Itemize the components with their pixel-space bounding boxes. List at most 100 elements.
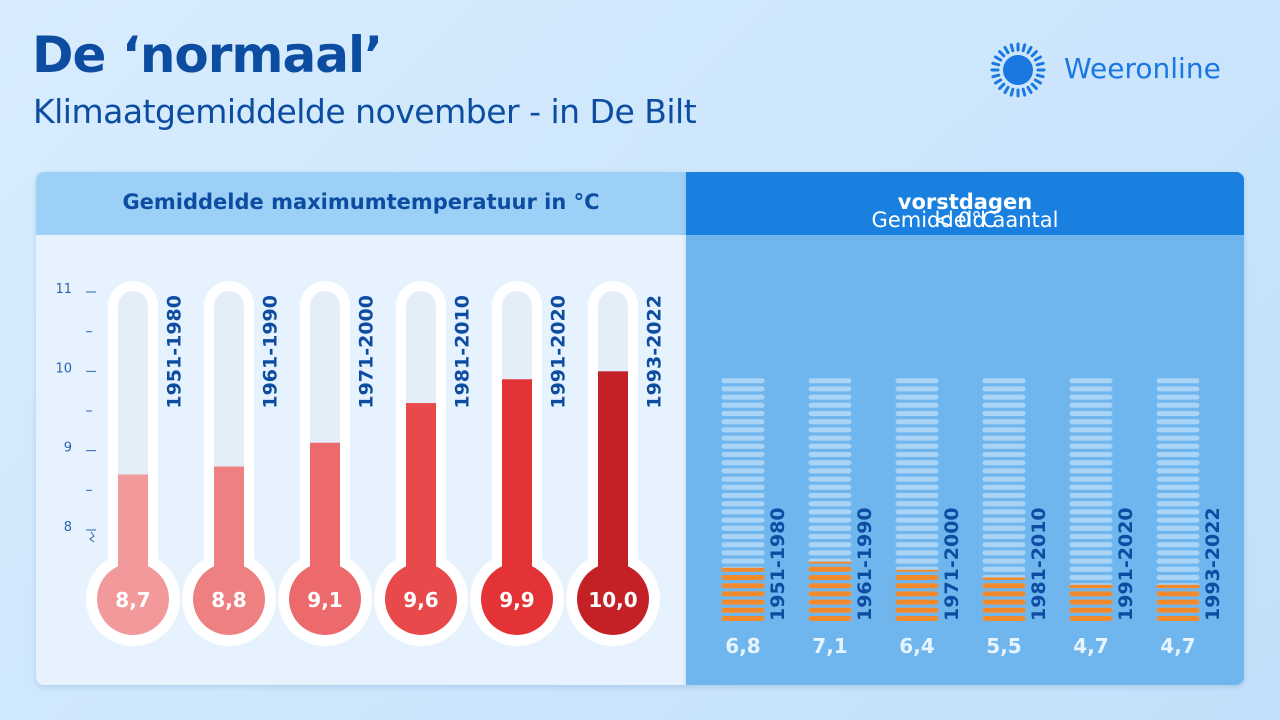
frost-day-stripe xyxy=(808,599,852,605)
value-label: 4,7 xyxy=(1073,634,1108,658)
frost-day-partial xyxy=(808,561,852,564)
day-stripe xyxy=(982,558,1026,564)
sun-ray xyxy=(1030,50,1038,58)
max-temperature-panel: Gemiddelde maximumtemperatuur in °C 8 9 10… xyxy=(36,172,686,685)
day-stripe xyxy=(1069,476,1113,482)
day-stripe xyxy=(1069,452,1113,457)
day-stripe xyxy=(1069,517,1113,523)
frost-column: 7,1 1961-1990 xyxy=(808,378,876,658)
day-stripe xyxy=(1156,525,1200,531)
thermometer: 8,8 1961-1990 xyxy=(182,281,282,646)
day-stripe xyxy=(895,501,939,507)
value-label: 8,8 xyxy=(211,588,246,612)
frost-day-stripe xyxy=(721,599,765,605)
day-stripe xyxy=(982,550,1026,556)
day-stripe xyxy=(808,427,852,433)
day-stripe xyxy=(982,566,1026,572)
day-stripe xyxy=(895,525,939,531)
day-stripe xyxy=(982,509,1026,515)
frost-day-stripe xyxy=(808,575,852,580)
day-stripe xyxy=(895,394,939,400)
period-label: 1981-2010 xyxy=(1028,507,1050,621)
frost-day-stripe xyxy=(721,607,765,613)
frost-day-stripe xyxy=(982,583,1026,589)
day-stripe xyxy=(982,542,1026,548)
frost-day-stripe xyxy=(808,607,852,613)
sun-ray xyxy=(1033,78,1043,85)
day-stripe xyxy=(721,386,765,392)
sun-ray xyxy=(991,73,1001,79)
sun-ray xyxy=(1003,45,1010,55)
frost-day-stripe xyxy=(1069,607,1113,613)
day-stripe xyxy=(895,509,939,515)
day-stripe xyxy=(1156,411,1200,416)
sun-ray xyxy=(1026,85,1033,95)
day-stripe xyxy=(721,550,765,556)
frost-day-stripe xyxy=(895,607,939,613)
day-stripe xyxy=(1069,402,1113,408)
day-stripe xyxy=(1156,443,1200,449)
frost-day-stripe xyxy=(808,566,852,572)
day-stripe xyxy=(895,484,939,490)
value-label: 6,4 xyxy=(899,634,934,658)
day-stripe xyxy=(808,550,852,556)
thermometer-bulb xyxy=(97,563,169,635)
value-label: 6,8 xyxy=(725,634,760,658)
frost-day-stripe xyxy=(982,591,1026,597)
day-stripe xyxy=(982,534,1026,539)
period-label: 1971-2000 xyxy=(356,295,378,409)
sun-ray xyxy=(1026,45,1033,55)
sun-ray xyxy=(1033,55,1043,62)
thermometer-bulb xyxy=(481,563,553,635)
frost-day-stripe xyxy=(808,591,852,597)
frost-day-stripe xyxy=(982,607,1026,613)
period-label: 1993-2022 xyxy=(1202,507,1224,621)
frost-day-stripe xyxy=(895,575,939,580)
frost-day-stripe xyxy=(1156,591,1200,597)
day-stripe xyxy=(1156,566,1200,572)
frost-day-stripe xyxy=(982,599,1026,605)
day-stripe xyxy=(895,460,939,466)
day-stripe xyxy=(721,443,765,449)
weeronline-logo: Weeronline xyxy=(986,38,1256,102)
day-stripe xyxy=(808,443,852,449)
sun-ray xyxy=(1021,43,1027,53)
day-stripe xyxy=(721,411,765,416)
day-stripe xyxy=(808,460,852,466)
day-stripe xyxy=(808,394,852,400)
day-stripe xyxy=(721,378,765,384)
day-stripe xyxy=(808,509,852,515)
day-stripe xyxy=(1069,501,1113,507)
sun-ray xyxy=(1035,61,1045,67)
period-label: 1961-1990 xyxy=(260,295,282,409)
max-temperature-title: Gemiddelde maximumtemperatuur in °C xyxy=(122,190,600,214)
day-stripe xyxy=(808,411,852,416)
frost-column: 4,7 1993-2022 xyxy=(1156,378,1224,658)
day-stripe xyxy=(895,493,939,498)
thermometer-bulb xyxy=(385,563,457,635)
frost-day-stripe xyxy=(1156,607,1200,613)
day-stripe xyxy=(1156,452,1200,457)
day-stripe xyxy=(895,534,939,539)
day-stripe xyxy=(1069,575,1113,580)
frost-day-stripe xyxy=(895,599,939,605)
day-stripe xyxy=(721,509,765,515)
frost-day-stripe xyxy=(1156,616,1200,621)
day-stripe xyxy=(721,427,765,433)
day-stripe xyxy=(982,419,1026,425)
page-subtitle: Klimaatgemiddelde november - in De Bilt xyxy=(33,92,697,131)
y-tick-label: 9 xyxy=(64,441,72,456)
day-stripe xyxy=(1156,378,1200,384)
day-stripe xyxy=(808,468,852,474)
sun-ray xyxy=(991,61,1001,67)
sun-ray xyxy=(998,50,1006,58)
day-stripe xyxy=(808,501,852,507)
day-stripe xyxy=(1156,575,1200,580)
thermometer: 9,1 1971-2000 xyxy=(278,281,378,646)
day-stripe xyxy=(721,460,765,466)
day-stripe xyxy=(982,427,1026,433)
day-stripe xyxy=(721,452,765,457)
day-stripe xyxy=(982,493,1026,498)
day-stripe xyxy=(721,394,765,400)
value-label: 8,7 xyxy=(115,588,150,612)
